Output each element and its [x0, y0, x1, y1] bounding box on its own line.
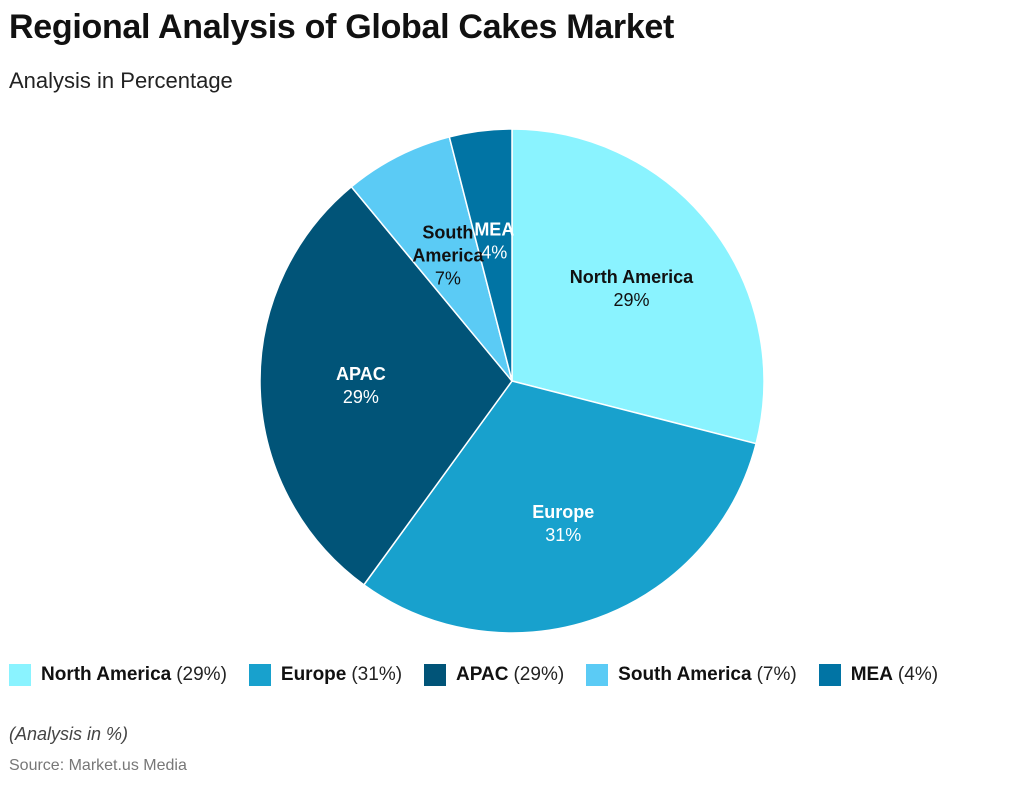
- slice-label-south-america: South America 7%: [412, 222, 484, 288]
- legend-value: (4%): [897, 664, 939, 685]
- legend-value: (29%): [513, 664, 565, 685]
- legend-swatch: [424, 664, 447, 686]
- pie-slice-mea: [448, 128, 513, 382]
- pie-slice-north-america: [511, 128, 765, 445]
- source-credit: Source: Market.us Media: [9, 757, 187, 774]
- pie-slice-south-america: [350, 136, 513, 382]
- legend-item-europe: Europe (31%): [248, 664, 403, 686]
- pie-chart: North America 29% Europe 31% APAC 29% South Ame…: [259, 128, 765, 634]
- pie-slice-apac: [259, 185, 513, 586]
- legend-value: (29%): [176, 664, 227, 685]
- legend-item-mea: MEA (4%): [818, 664, 939, 686]
- legend-label: MEA: [850, 664, 893, 685]
- slice-label-north-america: North America 29%: [570, 267, 694, 310]
- chart-legend: North America (29%) Europe (31%) APAC (2…: [9, 664, 960, 686]
- slice-label-apac: APAC 29%: [336, 364, 386, 407]
- analysis-note: (Analysis in %): [9, 724, 129, 744]
- legend-label: North America: [41, 664, 172, 685]
- legend-item-south-america: South America (7%): [586, 664, 797, 686]
- chart-title: Regional Analysis of Global Cakes Market: [9, 8, 675, 46]
- legend-label: Europe: [280, 664, 347, 685]
- chart-subtitle: Analysis in Percentage: [9, 68, 233, 93]
- legend-value: (31%): [351, 664, 403, 685]
- legend-swatch: [9, 664, 31, 686]
- legend-item-apac: APAC (29%): [424, 664, 564, 686]
- legend-label: APAC: [456, 664, 509, 685]
- slice-label-europe: Europe 31%: [532, 502, 594, 545]
- legend-swatch: [248, 664, 271, 686]
- legend-swatch: [586, 664, 609, 686]
- legend-value: (7%): [756, 664, 797, 685]
- pie-slice-europe: [362, 380, 757, 634]
- legend-item-north-america: North America (29%): [9, 664, 227, 686]
- slice-label-mea: MEA 4%: [474, 219, 514, 262]
- legend-swatch: [818, 664, 841, 686]
- legend-label: South America: [618, 664, 752, 685]
